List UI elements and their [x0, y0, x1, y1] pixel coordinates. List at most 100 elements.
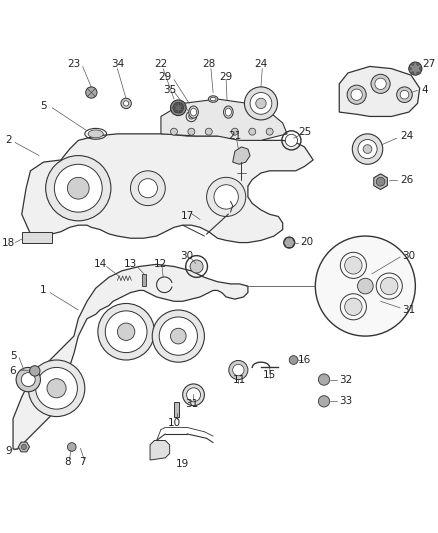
Text: 12: 12	[154, 260, 168, 269]
Text: 28: 28	[202, 59, 215, 69]
Polygon shape	[22, 134, 313, 243]
Text: 15: 15	[263, 370, 276, 380]
Circle shape	[173, 102, 184, 113]
Text: 10: 10	[167, 418, 180, 428]
Circle shape	[357, 278, 373, 294]
Polygon shape	[150, 440, 170, 460]
Circle shape	[409, 62, 422, 75]
Circle shape	[67, 442, 76, 451]
Ellipse shape	[223, 106, 233, 118]
Text: 14: 14	[93, 260, 107, 269]
Text: 9: 9	[5, 446, 12, 456]
Circle shape	[189, 114, 194, 119]
Circle shape	[409, 67, 411, 70]
Ellipse shape	[88, 130, 103, 138]
Text: 2: 2	[5, 135, 12, 146]
Circle shape	[244, 87, 278, 120]
Text: 23: 23	[67, 59, 81, 69]
Ellipse shape	[208, 96, 218, 102]
Text: 32: 32	[339, 375, 353, 385]
Text: 31: 31	[403, 305, 416, 315]
Circle shape	[30, 366, 40, 376]
Circle shape	[21, 373, 35, 386]
Circle shape	[175, 110, 177, 113]
Text: 1: 1	[40, 285, 47, 295]
Circle shape	[152, 310, 205, 362]
Circle shape	[231, 128, 238, 135]
Text: 22: 22	[154, 59, 168, 69]
Circle shape	[170, 128, 177, 135]
Circle shape	[207, 177, 246, 216]
Circle shape	[411, 72, 414, 75]
Text: 26: 26	[400, 174, 413, 184]
Text: 19: 19	[176, 459, 189, 470]
Text: 29: 29	[219, 72, 233, 82]
Circle shape	[249, 128, 256, 135]
Text: 11: 11	[233, 375, 246, 385]
Polygon shape	[13, 264, 248, 449]
Polygon shape	[161, 99, 287, 140]
Circle shape	[285, 134, 297, 147]
Ellipse shape	[210, 98, 216, 101]
Ellipse shape	[225, 108, 231, 116]
Circle shape	[411, 63, 414, 66]
Circle shape	[67, 177, 89, 199]
Text: 31: 31	[185, 399, 198, 408]
Polygon shape	[233, 147, 250, 164]
Bar	[142, 274, 146, 286]
Circle shape	[35, 367, 78, 409]
Circle shape	[363, 145, 372, 154]
Circle shape	[138, 179, 157, 198]
Text: 8: 8	[64, 457, 71, 467]
Circle shape	[28, 360, 85, 417]
Circle shape	[187, 388, 201, 402]
Circle shape	[214, 185, 238, 209]
Circle shape	[417, 72, 419, 75]
Circle shape	[417, 63, 419, 66]
Text: 7: 7	[79, 457, 86, 467]
Text: 24: 24	[400, 131, 413, 141]
Bar	[22, 232, 52, 243]
Circle shape	[170, 100, 186, 116]
Circle shape	[190, 260, 203, 273]
Circle shape	[376, 177, 385, 186]
Text: 25: 25	[298, 127, 311, 136]
Circle shape	[375, 78, 386, 90]
Text: 5: 5	[40, 101, 47, 110]
Circle shape	[352, 134, 383, 164]
Circle shape	[315, 236, 415, 336]
Text: 30: 30	[180, 251, 194, 261]
Circle shape	[47, 379, 66, 398]
Text: 33: 33	[339, 397, 353, 406]
Text: 35: 35	[163, 85, 176, 95]
Circle shape	[345, 257, 362, 274]
Text: 34: 34	[111, 59, 124, 69]
Circle shape	[105, 311, 147, 353]
Circle shape	[318, 374, 330, 385]
Circle shape	[170, 328, 186, 344]
Text: 16: 16	[298, 355, 311, 365]
Circle shape	[381, 277, 398, 295]
Circle shape	[351, 89, 362, 100]
Text: 4: 4	[422, 85, 428, 95]
Circle shape	[21, 445, 27, 450]
Text: 21: 21	[228, 131, 241, 141]
Circle shape	[266, 128, 273, 135]
Bar	[174, 402, 179, 417]
Polygon shape	[339, 67, 420, 116]
Circle shape	[250, 93, 272, 114]
Circle shape	[229, 360, 248, 379]
Polygon shape	[374, 174, 387, 190]
Circle shape	[46, 156, 111, 221]
Text: 29: 29	[159, 72, 172, 82]
Circle shape	[124, 101, 129, 106]
Circle shape	[179, 110, 182, 113]
Text: 18: 18	[2, 238, 15, 248]
Circle shape	[289, 356, 298, 365]
Ellipse shape	[191, 108, 197, 116]
Circle shape	[175, 103, 177, 106]
Circle shape	[371, 74, 390, 93]
Circle shape	[205, 128, 212, 135]
Circle shape	[131, 171, 165, 206]
Circle shape	[318, 395, 330, 407]
